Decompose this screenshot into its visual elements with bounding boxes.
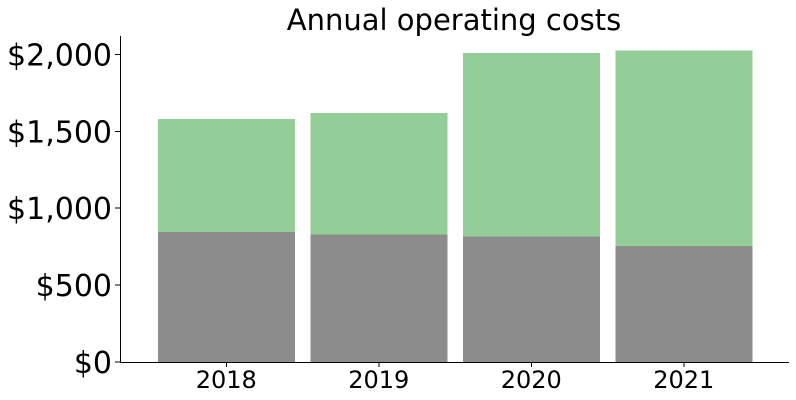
bar-2018-segment-2 [157,119,295,233]
x-tick-label-2020: 2020 [501,366,562,394]
chart-title: Annual operating costs [287,3,621,37]
x-tick-label-2021: 2021 [653,366,714,394]
bar-2021-segment-2 [615,50,753,246]
axes-layer [120,36,789,363]
x-tick-label-2019: 2019 [348,366,409,394]
bar-2020-segment-1 [462,236,600,362]
bar-2019-segment-2 [310,112,448,235]
bar-2021-segment-1 [615,245,753,362]
bars-layer [157,50,753,362]
y-tick-label-500: $500 [36,269,112,304]
bar-2018-segment-1 [157,232,295,362]
x-tick-label-2018: 2018 [196,366,257,394]
bar-2020-segment-2 [462,52,600,237]
y-tick-label-0: $0 [74,346,112,381]
y-tick-label-2000: $2,000 [7,38,112,73]
bar-2019-segment-1 [310,234,448,362]
ticks-layer: 2018 2019 2020 2021 $0 $500 $1,000 $1,500 $2,000 [7,38,714,394]
y-tick-label-1000: $1,000 [7,192,112,227]
y-tick-label-1500: $1,500 [7,115,112,150]
